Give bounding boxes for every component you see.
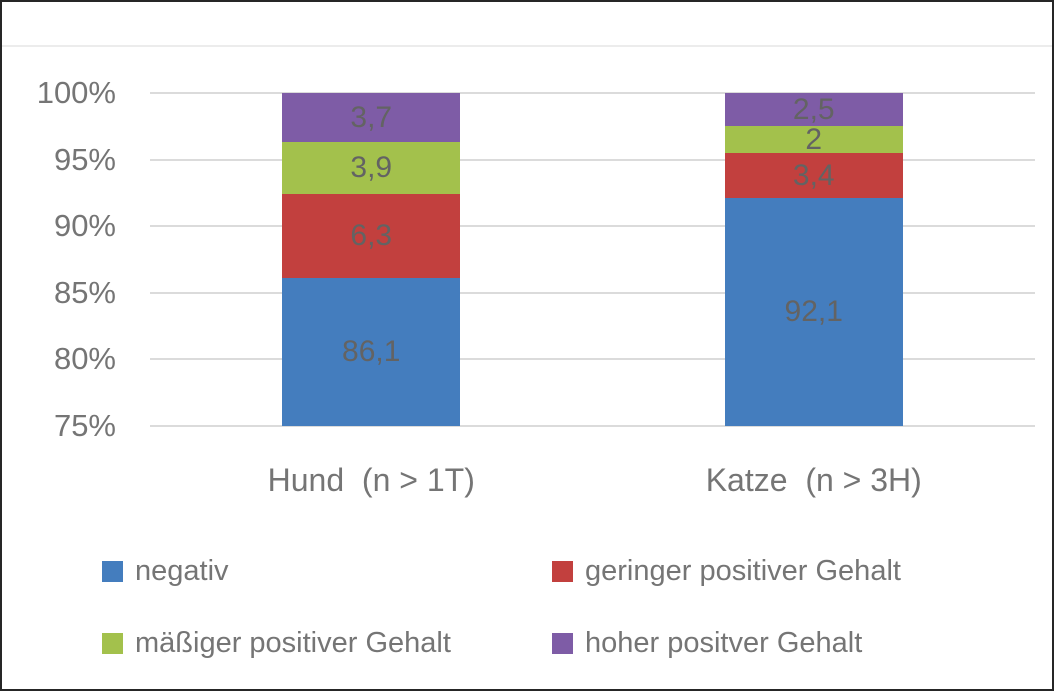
bar-segment-geringer-positiver-gehalt: 3,4 [724, 152, 903, 199]
data-label: 86,1 [342, 335, 401, 369]
x-category-label: Katze (n > 3H) [705, 462, 922, 498]
gridline [150, 92, 1035, 94]
bar-column: 86,1 6,3 3,9 3,7 [282, 93, 461, 426]
y-tick-label: 100% [36, 75, 116, 110]
data-label: 6,3 [350, 219, 393, 253]
bar-segment-geringer-positiver-gehalt: 6,3 [282, 194, 461, 279]
legend-item-geringer-positiver-gehalt: geringer positiver Gehalt [552, 553, 901, 589]
bar-segment-mäßiger-positiver-gehalt: 3,9 [282, 142, 461, 195]
legend-swatch-icon [552, 632, 573, 654]
bar-segment-negativ: 86,1 [282, 278, 461, 426]
gridline [150, 425, 1035, 427]
legend-label: mäßiger positiver Gehalt [135, 627, 451, 659]
legend-swatch-icon [102, 632, 123, 654]
y-tick-label: 95% [53, 141, 116, 177]
y-tick-label: 85% [53, 274, 116, 310]
bar-column: 92,1 3,4 2 2,5 [724, 93, 903, 426]
data-label: 92,1 [784, 295, 843, 329]
y-tick-label: 80% [53, 341, 116, 377]
legend-label: hoher positver Gehalt [585, 627, 863, 659]
legend-label: negativ [135, 555, 229, 587]
data-label: 3,7 [350, 100, 393, 134]
x-category-label: Hund (n > 1T) [267, 462, 475, 498]
legend-label: geringer positiver Gehalt [585, 555, 901, 587]
y-tick-label: 90% [53, 208, 116, 244]
legend-item-negativ: negativ [102, 553, 229, 589]
y-tick-label: 75% [53, 408, 116, 443]
bar-segment-negativ: 92,1 [724, 198, 903, 426]
top-divider [2, 45, 1052, 47]
bar-segment-hoher-positver-gehalt: 3,7 [282, 93, 461, 143]
data-label: 3,9 [350, 151, 393, 185]
legend-item-mäßiger-positiver-gehalt: mäßiger positiver Gehalt [102, 625, 451, 661]
gridline [150, 158, 1035, 161]
legend-swatch-icon [102, 560, 123, 582]
data-label: 2,5 [792, 93, 835, 126]
data-label: 3,4 [792, 158, 835, 192]
plot-area: 86,1 6,3 3,9 3,7 92,1 3,4 2 2,5 [150, 92, 1035, 427]
legend-item-hoher-positver-gehalt: hoher positver Gehalt [552, 625, 862, 661]
gridline [150, 358, 1035, 361]
bar-segment-mäßiger-positiver-gehalt: 2 [724, 122, 903, 156]
data-label: 2 [805, 122, 823, 156]
gridline [150, 225, 1035, 228]
legend-swatch-icon [552, 560, 573, 582]
bar-segment-hoher-positver-gehalt: 2,5 [724, 93, 903, 127]
gridline [150, 291, 1035, 294]
